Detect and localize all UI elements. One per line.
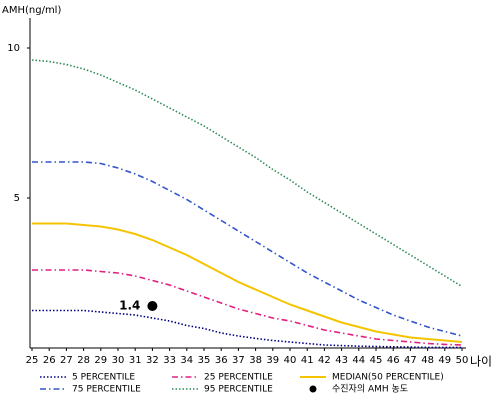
point-label: 1.4 [119,299,140,313]
x-tick-label: 37 [232,355,245,366]
y-axis-label: AMH(ng/ml) [2,5,61,16]
legend-label: 5 PERCENTILE [72,373,135,383]
x-tick-label: 40 [284,355,297,366]
x-tick-label: 48 [421,355,434,366]
x-tick-label: 30 [112,355,125,366]
y-tick-label: 5 [14,193,20,204]
x-tick-label: 44 [352,355,365,366]
series-line [32,222,463,343]
x-tick-label: 38 [249,355,262,366]
series-line [31,59,463,288]
x-tick-label: 35 [198,355,211,366]
x-tick-label: 42 [318,355,331,366]
legend-swatch [309,385,317,393]
x-axis-label: 나이 [470,355,492,369]
x-tick-label: 25 [26,355,39,366]
x-tick-label: 46 [387,355,400,366]
series-line [32,309,462,349]
legend-label: 75 PERCENTILE [72,385,141,395]
y-tick-label: 10 [7,43,20,54]
x-tick-label: 34 [180,355,193,366]
x-tick-label: 45 [370,355,383,366]
x-tick-label: 27 [60,355,73,366]
x-tick-label: 39 [266,355,279,366]
x-tick-label: 31 [129,355,142,366]
legend-label: MEDIAN(50 PERCENTILE) [332,373,444,383]
x-tick-label: 32 [146,355,159,366]
x-tick-label: 50 [456,355,469,366]
legend-label: 95 PERCENTILE [204,385,273,395]
x-tick-label: 41 [301,355,314,366]
x-tick-label: 26 [43,355,56,366]
series-line [32,269,463,346]
series-line [32,161,463,337]
x-tick-label: 49 [438,355,451,366]
legend-label: 수진자의 AMH 농도 [332,384,408,395]
x-tick-label: 47 [404,355,417,366]
x-tick-label: 36 [215,355,228,366]
x-tick-label: 29 [94,355,107,366]
x-tick-label: 33 [163,355,176,366]
x-tick-label: 43 [335,355,348,366]
legend-label: 25 PERCENTILE [204,373,273,383]
x-tick-label: 28 [77,355,90,366]
patient-point [147,301,158,311]
